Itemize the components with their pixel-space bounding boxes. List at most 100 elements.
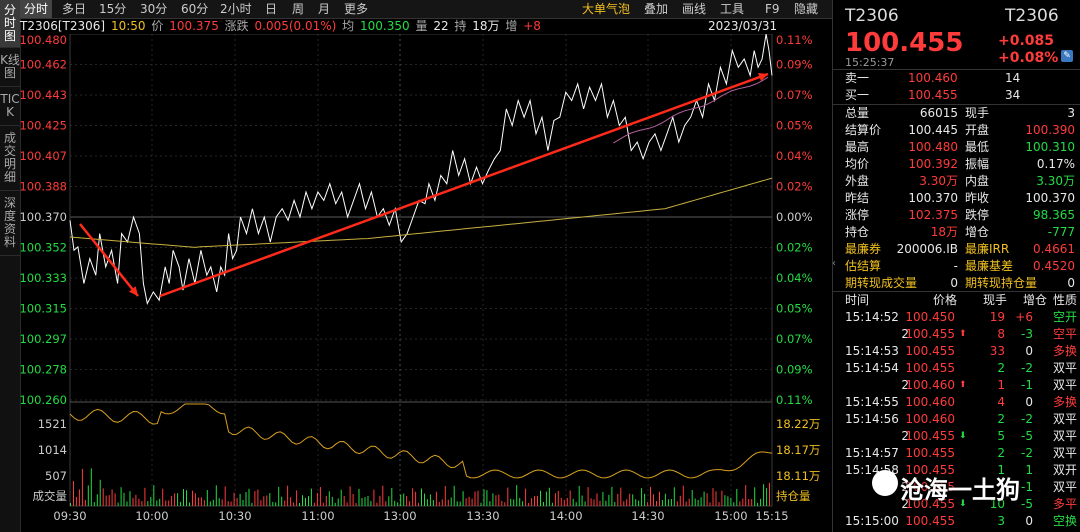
volume-bar (736, 489, 738, 506)
x-tick-label: 10:30 (218, 509, 251, 523)
toolbar-right-1[interactable]: 叠加 (644, 2, 669, 16)
period-tab-5[interactable]: 2小时 (220, 2, 252, 16)
toolbar-right-5[interactable]: 隐藏 (794, 2, 819, 16)
x-tick-label: 11:00 (301, 509, 334, 523)
volume-bar (516, 485, 518, 506)
toolbar-right-2[interactable]: 画线 (682, 2, 707, 16)
volume-bar (661, 500, 663, 506)
collapse-arrow-icon[interactable]: ‹ (832, 258, 836, 269)
volume-bar (242, 500, 244, 506)
volume-bar (141, 501, 143, 506)
volume-bar (507, 487, 509, 506)
arrow-up-icon: ⬆ (959, 329, 967, 339)
volume-bar (75, 497, 77, 506)
period-tab-4[interactable]: 60分 (181, 2, 209, 16)
volume-bar (620, 487, 622, 506)
tick-cell: -3 (1021, 327, 1033, 341)
tick-row[interactable]: 15:14:52 100.450 19 +6 空开 (833, 309, 1080, 326)
volume-bar (670, 499, 672, 506)
tick-cell: 15:15:00 (845, 514, 899, 528)
tick-cell: 双开 (1053, 463, 1078, 477)
stat-cell: 0.4520 (1033, 259, 1075, 273)
y-right-label: 0.07% (776, 332, 813, 346)
volume-bar (189, 502, 190, 506)
tick-cell: 100.455 (905, 514, 955, 528)
volume-bar (90, 468, 92, 506)
tick-row[interactable]: 2 100.455 8 -3 空平 ⬆ (833, 326, 1080, 343)
volume-bar (278, 486, 280, 506)
volume-bar (730, 497, 732, 506)
tick-row[interactable]: 2 100.455 5 -5 双平 ⬇ (833, 428, 1080, 445)
period-tab-7[interactable]: 周 (292, 2, 305, 16)
tick-row[interactable]: 2 100.455 1 -1 双平 (833, 479, 1080, 496)
tick-cell: 多平 (1053, 497, 1078, 511)
volume-bar (644, 493, 646, 506)
volume-bar (450, 497, 452, 506)
toolbar-right-4[interactable]: F9 (765, 2, 780, 16)
volume-bar (745, 485, 747, 506)
toolbar-right-0[interactable]: 大单气泡 (582, 2, 631, 16)
y-left-label: 100.462 (20, 58, 67, 72)
volume-bar (611, 486, 613, 506)
trend-arrow (79, 223, 139, 297)
volume-bar (334, 502, 336, 506)
vtab-0[interactable]: 分时图 (0, 0, 20, 48)
toolbar-right-3[interactable]: 工具 (720, 2, 745, 16)
volume-bar (248, 488, 250, 506)
divider (833, 69, 1080, 70)
x-tick-label: 13:30 (466, 509, 499, 523)
volume-bar (608, 494, 610, 506)
tick-row[interactable]: 2 100.460 1 -1 双平 ⬆ (833, 377, 1080, 394)
vtab-4[interactable]: 深度资料 (0, 191, 20, 256)
volume-bar (102, 488, 104, 506)
edit-icon[interactable]: ✎ (1061, 50, 1073, 62)
tick-cell: -1 (1021, 378, 1033, 392)
period-tab-1[interactable]: 多日 (62, 2, 87, 16)
volume-bar (254, 491, 256, 506)
intraday-chart[interactable]: 100.480 100.462 100.443 100.425 100.407 100.3… (20, 34, 832, 532)
stat-cell: 持仓 (845, 225, 870, 239)
volume-bar (313, 502, 315, 506)
period-tab-9[interactable]: 更多 (344, 2, 369, 16)
tick-row[interactable]: 15:14:57 100.455 2 -2 双平 (833, 445, 1080, 462)
volume-bar (444, 486, 446, 506)
stat-cell: 66015 (919, 106, 958, 120)
volume-bar (453, 485, 455, 506)
volume-bar (388, 496, 390, 506)
tick-row[interactable]: 15:14:54 100.455 2 -2 双平 (833, 360, 1080, 377)
tick-cell: 双平 (1053, 429, 1078, 443)
quote-panel: T2306 T2306 100.455 +0.085 +0.08% 15:25:… (832, 0, 1080, 532)
tick-cell: 100.455 (905, 327, 955, 341)
period-tab-6[interactable]: 日 (265, 2, 278, 16)
period-tab-0[interactable]: 分时 (20, 0, 53, 18)
tick-row[interactable]: 2 100.455 10 -5 多平 ⬇ (833, 496, 1080, 513)
stat-cell: 最高 (845, 140, 870, 154)
vtab-2[interactable]: TICK (0, 87, 20, 126)
tick-cell: 空平 (1053, 327, 1078, 341)
volume-bar (272, 502, 274, 506)
tick-cell: 100.455 (905, 429, 955, 443)
tick-row[interactable]: 15:15:00 100.455 3 0 空换 (833, 513, 1080, 530)
tick-row[interactable]: 15:14:53 100.455 33 0 多换 (833, 343, 1080, 360)
vtab-3[interactable]: 成交明细 (0, 126, 20, 191)
ask-label: 卖一 (845, 71, 870, 85)
period-tab-2[interactable]: 15分 (99, 2, 127, 16)
tick-row[interactable]: 15:14:56 100.460 2 -2 双平 (833, 411, 1080, 428)
period-tab-8[interactable]: 月 (318, 2, 331, 16)
volume-bar (203, 500, 205, 506)
volume-bar (602, 491, 604, 506)
period-tab-3[interactable]: 30分 (140, 2, 168, 16)
volume-bar (376, 502, 378, 506)
x-tick-label: 10:00 (135, 509, 168, 523)
volume-bar (617, 494, 619, 506)
volume-left-label: 1014 (38, 443, 67, 457)
tick-cell: 空开 (1053, 310, 1078, 324)
volume-bar (438, 501, 440, 506)
volume-bar (593, 499, 595, 506)
stat-cell: 最廉基差 (965, 259, 1014, 273)
vtab-1[interactable]: K线图 (0, 48, 20, 87)
stat-cell: - (953, 259, 958, 273)
tick-row[interactable]: 15:14:55 100.460 4 0 多换 (833, 394, 1080, 411)
y-right-label: 0.02% (776, 241, 813, 255)
quote-time: 15:25:37 (845, 56, 895, 69)
